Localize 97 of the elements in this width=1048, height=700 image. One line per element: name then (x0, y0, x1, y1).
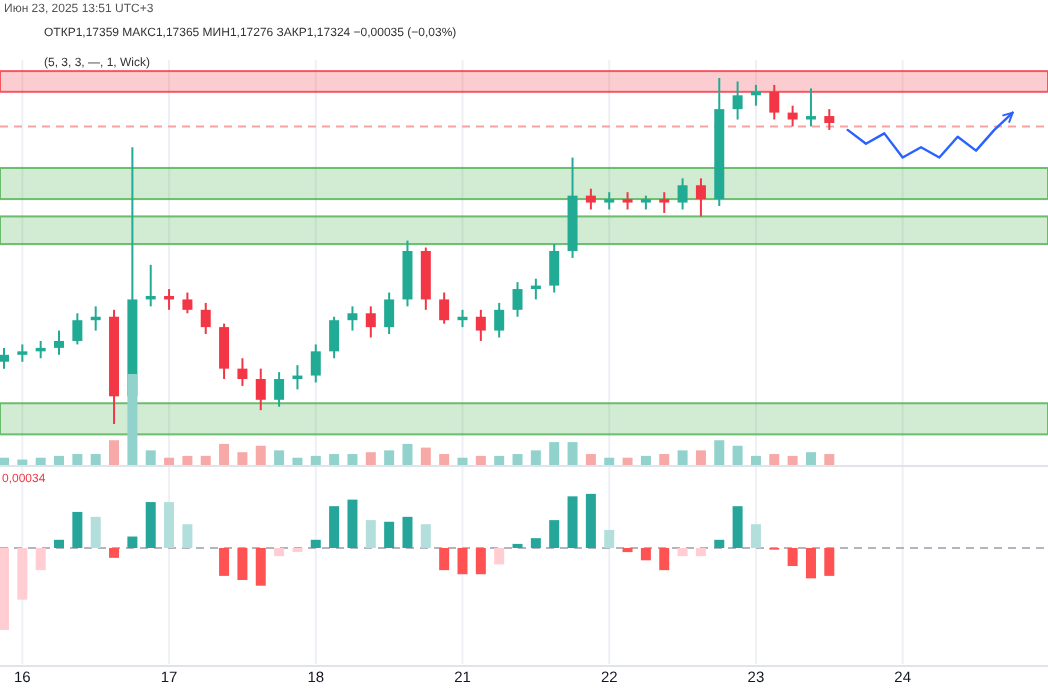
candlestick (824, 108, 835, 131)
bar (145, 450, 156, 466)
bar (219, 443, 230, 466)
bar (365, 452, 376, 466)
bar (237, 548, 248, 580)
bar (585, 454, 596, 466)
bar (35, 548, 46, 571)
bar (255, 445, 266, 466)
bar (255, 548, 266, 586)
bar (695, 548, 706, 557)
bar (567, 496, 578, 548)
candlestick (182, 291, 193, 315)
bar (549, 520, 560, 548)
bar (530, 450, 541, 466)
candlestick (732, 80, 743, 121)
candlestick (494, 301, 505, 339)
candlestick (72, 312, 83, 346)
candlestick (237, 357, 248, 387)
bar (732, 445, 743, 466)
bar (824, 548, 835, 576)
candlestick (219, 322, 230, 381)
bar (677, 548, 688, 557)
bar (585, 493, 596, 548)
bar (237, 452, 248, 466)
bar (659, 454, 670, 466)
bar (439, 454, 450, 466)
candlestick (769, 83, 780, 121)
bar (72, 454, 83, 466)
bar (494, 548, 505, 565)
bar (567, 442, 578, 466)
candlestick (274, 371, 285, 408)
bar (274, 548, 285, 557)
candlestick (200, 301, 211, 336)
candlestick (255, 367, 266, 412)
candlestick (365, 305, 376, 339)
candlestick (54, 329, 65, 356)
bar (90, 454, 101, 466)
bar (787, 548, 798, 567)
bar (402, 516, 413, 548)
bar (420, 447, 431, 466)
bar (750, 524, 761, 548)
bar (677, 450, 688, 466)
candlestick (384, 291, 395, 336)
candlestick (677, 177, 688, 211)
bar (402, 443, 413, 466)
bar (127, 536, 138, 548)
bar (17, 548, 28, 600)
candlestick (439, 291, 450, 325)
bar (219, 548, 230, 576)
candlestick (347, 305, 358, 332)
candlestick (549, 243, 560, 294)
candlestick (310, 343, 321, 384)
bar (604, 529, 615, 548)
candlestick (659, 191, 670, 214)
candlestick (805, 87, 816, 128)
bar (109, 440, 120, 466)
bar (475, 548, 486, 575)
bar (365, 520, 376, 548)
bar (640, 548, 651, 561)
bar (182, 524, 193, 548)
bar (90, 516, 101, 548)
bar (274, 450, 285, 466)
candlestick (585, 187, 596, 211)
bar (512, 454, 523, 466)
bar (457, 548, 468, 575)
bar (347, 499, 358, 548)
candlestick (329, 315, 340, 360)
bar (72, 511, 83, 548)
bar (769, 454, 780, 466)
bar (145, 502, 156, 548)
bar (347, 454, 358, 466)
bar (695, 450, 706, 466)
bar (329, 506, 340, 548)
bar (310, 539, 321, 548)
bar (530, 538, 541, 548)
bar (384, 450, 395, 466)
bar (824, 454, 835, 466)
bar (54, 539, 65, 548)
candlestick (0, 346, 9, 370)
candlestick (695, 177, 706, 218)
candlestick (475, 308, 486, 342)
bar (549, 442, 560, 466)
bar (714, 539, 725, 548)
bar (0, 548, 9, 630)
bar (420, 524, 431, 548)
bar (732, 506, 743, 548)
candlestick (787, 104, 798, 128)
bar (164, 502, 175, 548)
bar (805, 548, 816, 579)
candlestick (512, 281, 523, 318)
bar (805, 452, 816, 466)
bar (659, 548, 670, 571)
bar (384, 521, 395, 548)
bar (714, 440, 725, 466)
bar (109, 548, 120, 558)
bar (329, 454, 340, 466)
bar (439, 548, 450, 571)
